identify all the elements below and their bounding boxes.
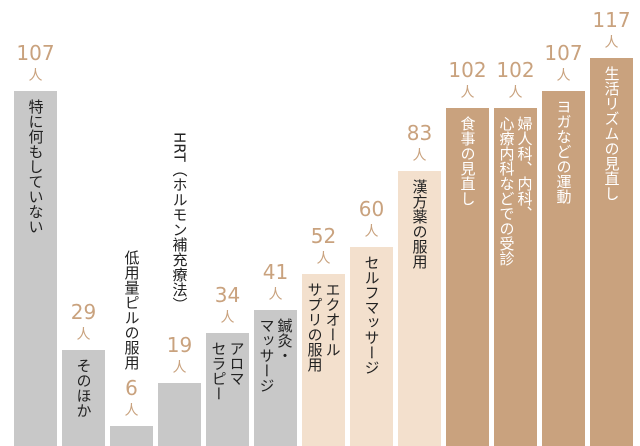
bar bbox=[110, 426, 153, 446]
category-label: 鍼灸・ bbox=[275, 318, 294, 364]
value-label: 6 bbox=[125, 376, 138, 401]
value-unit: 人 bbox=[76, 326, 91, 343]
value-label: 117 bbox=[592, 8, 631, 32]
value-label: 107 bbox=[16, 41, 55, 66]
bar bbox=[62, 349, 105, 446]
value-label: 102 bbox=[496, 57, 535, 82]
value-unit: 人 bbox=[28, 68, 43, 85]
value-label: 29 bbox=[70, 299, 97, 324]
bar bbox=[254, 310, 297, 446]
category-label: 食事の見直し bbox=[458, 115, 477, 206]
category-label: HRT（ホルモン補充療法） bbox=[170, 131, 189, 312]
value-label: 19 bbox=[166, 332, 193, 357]
category-label: エクオール bbox=[323, 281, 342, 357]
value-unit: 人 bbox=[604, 35, 619, 51]
bar bbox=[494, 107, 537, 446]
value-unit: 人 bbox=[268, 287, 283, 304]
category-label: マッサージ bbox=[257, 318, 276, 394]
bar bbox=[398, 170, 441, 446]
value-unit: 人 bbox=[172, 359, 187, 376]
category-label: サプリの服用 bbox=[305, 281, 324, 372]
bar bbox=[542, 91, 585, 446]
bar bbox=[590, 58, 633, 446]
bar bbox=[446, 107, 489, 446]
value-label: 107 bbox=[544, 41, 583, 66]
bar bbox=[350, 247, 393, 446]
category-label: アロマ bbox=[227, 341, 246, 387]
bar bbox=[206, 333, 249, 446]
value-unit: 人 bbox=[220, 310, 235, 327]
value-label: 41 bbox=[262, 260, 289, 285]
value-unit: 人 bbox=[508, 84, 523, 101]
bar bbox=[302, 273, 345, 446]
value-label: 60 bbox=[358, 197, 385, 222]
value-label: 34 bbox=[214, 283, 241, 308]
value-unit: 人 bbox=[412, 147, 427, 164]
value-label: 102 bbox=[448, 57, 487, 82]
value-unit: 人 bbox=[316, 250, 331, 267]
value-label: 52 bbox=[310, 223, 337, 248]
value-unit: 人 bbox=[460, 84, 475, 101]
value-unit: 人 bbox=[124, 403, 139, 420]
category-label: 低用量ピルの服用 bbox=[122, 250, 141, 371]
category-label: セラピー bbox=[209, 341, 228, 402]
category-label: 生活リズムの見直し bbox=[602, 66, 621, 201]
category-label: 婦人科、内科、 bbox=[515, 115, 534, 221]
category-label: ヨガなどの運動 bbox=[554, 99, 573, 205]
category-label: そのほか bbox=[74, 357, 93, 418]
category-label: 特に何もしていない bbox=[26, 99, 45, 235]
bar bbox=[14, 91, 57, 446]
category-label: セルフマッサージ bbox=[362, 255, 381, 376]
value-unit: 人 bbox=[364, 224, 379, 241]
category-label: 心療内科などでの受診 bbox=[497, 115, 516, 266]
value-unit: 人 bbox=[556, 68, 571, 85]
category-label: 漢方薬の服用 bbox=[410, 178, 429, 269]
value-label: 83 bbox=[406, 120, 433, 145]
bar bbox=[158, 382, 201, 446]
